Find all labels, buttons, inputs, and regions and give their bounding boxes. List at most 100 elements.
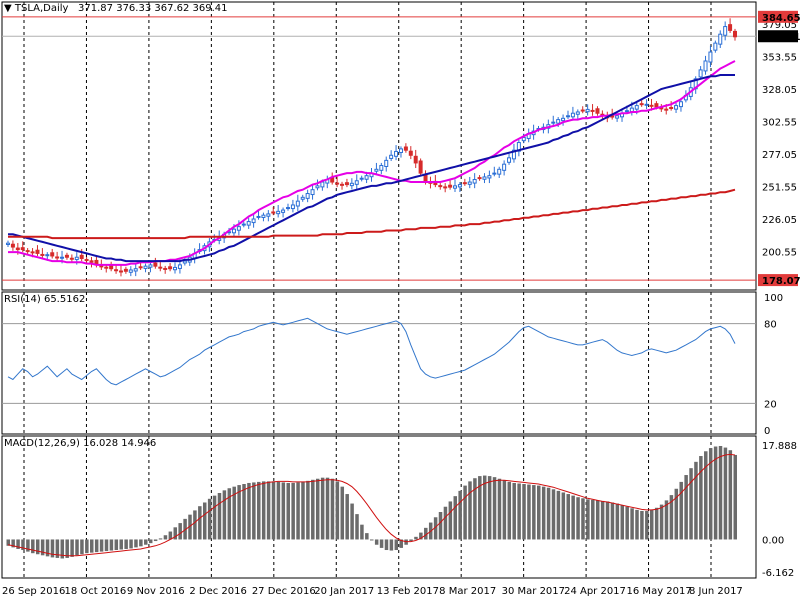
macd-bar (473, 478, 477, 540)
macd-bar (134, 539, 138, 548)
candle-body (718, 33, 723, 45)
macd-bar (527, 484, 531, 540)
price-tag (758, 30, 798, 43)
macd-bar (99, 539, 104, 552)
macd-bar (202, 502, 207, 540)
y-tick-label: 251.55 (762, 182, 797, 193)
candle-body (10, 243, 15, 248)
candle-body (35, 249, 40, 254)
macd-bar (320, 477, 325, 540)
macd-bar (610, 502, 615, 540)
macd-bar (424, 527, 428, 540)
candle-body (276, 210, 281, 215)
candle-body (698, 69, 703, 78)
price-tag-label: 369.41 (762, 32, 800, 43)
macd-bar (468, 481, 472, 540)
candle-body (182, 260, 187, 264)
candle-body (634, 105, 639, 110)
candle-body (344, 182, 349, 186)
macd-bar (546, 487, 551, 540)
x-tick-label: 8 Mar 2017 (439, 586, 496, 597)
candle-body (354, 180, 359, 185)
candle-body (6, 242, 10, 245)
macd-bar (242, 484, 246, 540)
macd-bar (193, 510, 197, 540)
x-tick-label: 2 Dec 2016 (189, 586, 247, 597)
ohlc-label: 371.87 376.33 367.62 369.41 (78, 3, 228, 14)
macd-bar (556, 490, 561, 540)
macd-bar (708, 448, 713, 540)
candle-body (241, 223, 246, 226)
macd-tick-label: 17.888 (762, 441, 797, 452)
candle-body (359, 177, 364, 180)
candle-body (300, 196, 305, 200)
macd-bar (60, 539, 65, 559)
macd-bar (124, 539, 128, 549)
candle-body (379, 164, 384, 171)
macd-bar (158, 538, 163, 540)
macd-bar (463, 485, 467, 540)
macd-bar (649, 509, 654, 540)
candle-body (565, 115, 570, 118)
macd-bar (139, 539, 143, 547)
candle-body (723, 26, 728, 36)
candle-body (453, 185, 458, 189)
macd-bar (620, 505, 625, 540)
x-tick-label: 26 Sep 2016 (2, 586, 65, 597)
rsi-tick-label: 100 (764, 293, 783, 304)
macd-bar (389, 539, 394, 551)
y-tick-label: 200.55 (762, 247, 797, 258)
macd-bar (591, 499, 595, 540)
macd-bar (507, 481, 512, 540)
macd-bar (144, 539, 148, 545)
candle-body (143, 265, 148, 269)
candle-body (561, 117, 566, 122)
candle-body (69, 257, 74, 260)
ma-line (8, 188, 736, 240)
macd-bar (227, 488, 232, 540)
macd-bar (478, 476, 482, 540)
macd-bar (414, 536, 418, 540)
price-tag-label: 384.65 (762, 13, 800, 24)
macd-bar (438, 512, 443, 540)
macd-bar (207, 498, 212, 540)
candle-body (118, 270, 123, 273)
pane-border (1, 291, 757, 435)
macd-bar (16, 539, 20, 549)
macd-bar (306, 480, 310, 540)
macd-bar (80, 539, 84, 555)
candle-body (477, 177, 482, 180)
candle-body (295, 200, 300, 207)
x-tick-label: 16 May 2017 (627, 586, 692, 597)
macd-bar (679, 481, 683, 540)
macd-bar (266, 481, 271, 540)
candle-body (138, 266, 143, 269)
macd-bar (669, 495, 674, 540)
candle-body (285, 207, 290, 210)
candle-body (153, 262, 158, 267)
candle-body (649, 104, 654, 107)
collapse-icon[interactable]: ▼ (4, 3, 12, 14)
macd-bar (301, 481, 305, 540)
candle-body (521, 136, 526, 142)
macd-bar (90, 539, 94, 553)
x-tick-label: 24 Apr 2017 (564, 586, 626, 597)
x-tick-label: 13 Feb 2017 (377, 586, 439, 597)
candle-body (177, 264, 182, 269)
candle-body (25, 250, 30, 253)
macd-bar (625, 506, 629, 540)
macd-bar (379, 539, 384, 548)
candle-body (55, 256, 60, 259)
y-tick-label: 277.05 (762, 150, 797, 161)
candle-body (624, 110, 629, 113)
macd-bar (600, 500, 605, 540)
macd-bar (168, 531, 173, 540)
rsi-tick-label: 80 (764, 320, 777, 331)
candle-body (114, 269, 119, 272)
macd-bar (153, 539, 158, 542)
candle-body (148, 264, 153, 268)
price-tag (758, 274, 798, 287)
candle-body (639, 103, 644, 106)
candle-body (30, 251, 35, 254)
candle-body (335, 182, 340, 185)
